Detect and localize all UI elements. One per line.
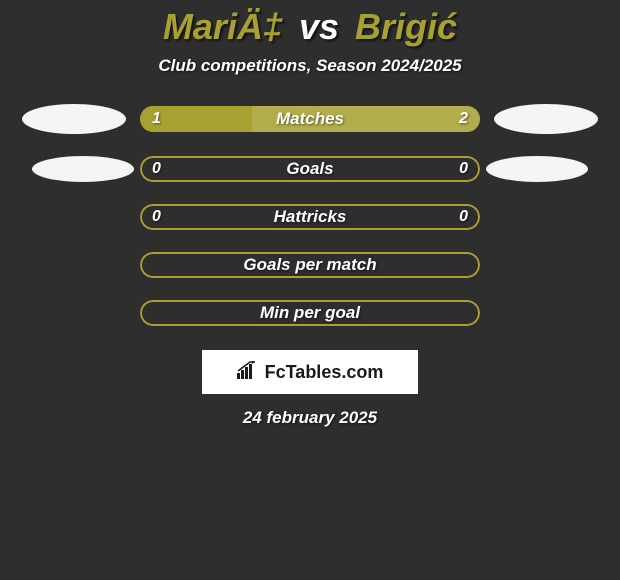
date-text: 24 february 2025 (243, 408, 377, 428)
avatar-right (486, 156, 588, 182)
avatar-left (22, 104, 126, 134)
stat-row: 00Hattricks (0, 204, 620, 230)
stat-label: Goals (140, 156, 480, 182)
stat-row: Min per goal (0, 300, 620, 326)
player-right-name: Brigić (355, 6, 457, 47)
stat-row: Goals per match (0, 252, 620, 278)
page-title: MariÄ‡ vs Brigić (163, 6, 457, 48)
avatar-left (32, 156, 134, 182)
stat-bar: 00Hattricks (140, 204, 480, 230)
logo-inner: FcTables.com (237, 361, 384, 384)
stat-bar: Min per goal (140, 300, 480, 326)
logo-box[interactable]: FcTables.com (202, 350, 418, 394)
stat-row: 00Goals (0, 156, 620, 182)
stats-container: 12Matches 00Goals 00Hattricks Goals per mat… (0, 104, 620, 348)
logo-text: FcTables.com (265, 362, 384, 383)
stat-label: Min per goal (140, 300, 480, 326)
subtitle: Club competitions, Season 2024/2025 (158, 56, 461, 76)
comparison-card: MariÄ‡ vs Brigić Club competitions, Seas… (0, 0, 620, 428)
stat-label: Hattricks (140, 204, 480, 230)
stat-label: Goals per match (140, 252, 480, 278)
stat-bar: 12Matches (140, 106, 480, 132)
stat-bar: 00Goals (140, 156, 480, 182)
vs-word: vs (299, 6, 339, 47)
player-left-name: MariÄ‡ (163, 6, 283, 47)
stat-bar: Goals per match (140, 252, 480, 278)
logo-chart-icon (237, 361, 259, 384)
avatar-right (494, 104, 598, 134)
stat-row: 12Matches (0, 104, 620, 134)
stat-label: Matches (140, 106, 480, 132)
